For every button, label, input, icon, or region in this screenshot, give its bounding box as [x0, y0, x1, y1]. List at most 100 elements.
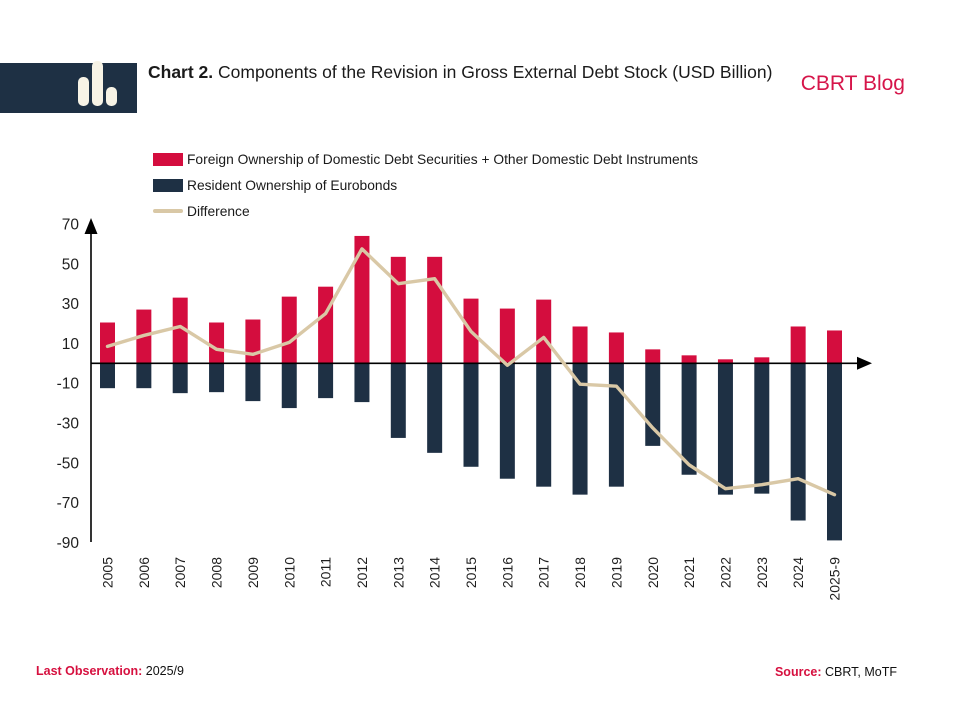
- x-tick-label: 2013: [390, 557, 406, 588]
- bar-resident-2017: [536, 363, 552, 487]
- x-tick-group: 2025-9: [827, 557, 843, 601]
- y-tick-label: -10: [57, 376, 80, 393]
- cbrt-blog-label: CBRT Blog: [800, 72, 905, 95]
- y-axis-arrow: [84, 218, 98, 234]
- x-tick-group: 2021: [681, 557, 697, 588]
- legend-item-foreign-ownership: Foreign Ownership of Domestic Debt Secur…: [153, 150, 698, 168]
- legend-swatch-foreign-ownership: [153, 152, 183, 166]
- bar-resident-2024: [790, 363, 806, 521]
- x-tick-group: 2020: [645, 557, 661, 588]
- legend-item-difference: Difference: [153, 202, 698, 220]
- legend-line-swatch-difference: [153, 209, 183, 213]
- bar-foreign-2018: [572, 326, 588, 364]
- bar-foreign-2023: [754, 357, 770, 364]
- x-axis-arrow: [857, 356, 872, 370]
- legend: Foreign Ownership of Domestic Debt Secur…: [153, 150, 698, 228]
- last-observation-value: 2025/9: [142, 664, 184, 678]
- x-tick-group: 2013: [390, 557, 406, 588]
- x-tick-group: 2009: [245, 557, 261, 588]
- x-tick-label: 2010: [281, 557, 297, 588]
- y-tick-label: 70: [62, 217, 80, 234]
- bar-resident-2025-9: [827, 363, 842, 541]
- x-tick-group: 2008: [209, 557, 225, 588]
- x-tick-label: 2015: [463, 557, 479, 588]
- bar-resident-2007: [172, 363, 188, 394]
- x-tick-label: 2005: [100, 557, 116, 588]
- bar-resident-2022: [717, 363, 733, 495]
- y-tick-label: 10: [62, 336, 80, 353]
- bar-resident-2012: [354, 363, 370, 403]
- x-tick-group: 2019: [608, 557, 624, 588]
- x-tick-group: 2018: [572, 557, 588, 588]
- x-tick-label: 2009: [245, 557, 261, 588]
- bar-resident-2018: [572, 363, 588, 495]
- logo-box: [0, 61, 137, 113]
- bar-foreign-2011: [318, 286, 334, 364]
- y-tick-label: -30: [57, 416, 80, 433]
- x-tick-group: 2007: [172, 557, 188, 588]
- x-tick-label: 2016: [499, 557, 515, 588]
- legend-swatch-resident-ownership: [153, 178, 183, 192]
- x-tick-group: 2017: [536, 557, 552, 588]
- difference-line: [105, 247, 837, 497]
- bar-foreign-2012: [354, 235, 370, 364]
- legend-label: Foreign Ownership of Domestic Debt Secur…: [187, 151, 699, 167]
- x-tick-group: 2010: [281, 557, 297, 588]
- x-tick-label: 2025-9: [827, 557, 843, 601]
- x-tick-label: 2019: [608, 557, 624, 588]
- source-note: Source: CBRT, MoTF: [775, 665, 897, 679]
- bar-foreign-2020: [645, 349, 661, 364]
- x-tick-label: 2023: [754, 557, 770, 588]
- bar-resident-2015: [463, 363, 479, 467]
- last-observation: Last Observation: 2025/9: [36, 664, 184, 678]
- x-tick-label: 2017: [536, 557, 552, 588]
- bar-resident-2005: [100, 363, 115, 389]
- bar-foreign-2014: [427, 256, 443, 364]
- x-tick-label: 2021: [681, 557, 697, 588]
- bar-chart-icon-bar: [78, 77, 89, 106]
- bar-foreign-2009: [245, 319, 261, 364]
- chart-title: Chart 2. Components of the Revision in G…: [148, 60, 773, 85]
- bar-resident-2023: [754, 363, 770, 494]
- x-tick-group: 2016: [499, 557, 515, 588]
- bar-resident-2013: [390, 363, 406, 438]
- bar-resident-2011: [318, 363, 334, 399]
- bar-foreign-2022: [717, 359, 733, 364]
- bar-resident-2006: [136, 363, 152, 389]
- x-tick-group: 2012: [354, 557, 370, 588]
- source-value: CBRT, MoTF: [821, 665, 897, 679]
- last-observation-label: Last Observation:: [36, 664, 143, 678]
- bar-foreign-2016: [499, 308, 515, 364]
- bar-chart-icon-bar: [106, 87, 117, 106]
- x-tick-label: 2011: [318, 557, 334, 587]
- bar-foreign-2021: [681, 355, 697, 364]
- x-tick-label: 2020: [645, 557, 661, 588]
- x-tick-label: 2006: [136, 557, 152, 588]
- bar-foreign-2013: [390, 256, 406, 364]
- bar-resident-2016: [499, 363, 515, 479]
- x-tick-group: 2011: [318, 557, 334, 587]
- x-tick-label: 2024: [790, 557, 806, 588]
- x-tick-group: 2024: [790, 557, 806, 588]
- x-tick-label: 2007: [172, 557, 188, 588]
- x-tick-label: 2022: [717, 557, 733, 588]
- bar-foreign-2025-9: [827, 330, 842, 364]
- bar-resident-2010: [281, 363, 297, 409]
- y-tick-label: 50: [62, 256, 80, 273]
- bar-resident-2021: [681, 363, 697, 475]
- legend-label: Resident Ownership of Eurobonds: [187, 177, 398, 193]
- bar-resident-2008: [209, 363, 225, 393]
- y-tick-label: -50: [57, 455, 80, 472]
- y-tick-label: 30: [62, 296, 80, 313]
- legend-item-resident-ownership: Resident Ownership of Eurobonds: [153, 176, 698, 194]
- chart-title-prefix: Chart 2.: [148, 62, 214, 82]
- y-tick-label: -70: [57, 495, 80, 512]
- x-tick-label: 2014: [427, 557, 443, 588]
- bar-foreign-2024: [790, 326, 806, 364]
- bar-foreign-2005: [100, 322, 115, 364]
- bar-resident-2014: [427, 363, 443, 453]
- y-tick-label: -90: [57, 535, 80, 552]
- x-tick-group: 2005: [100, 557, 116, 588]
